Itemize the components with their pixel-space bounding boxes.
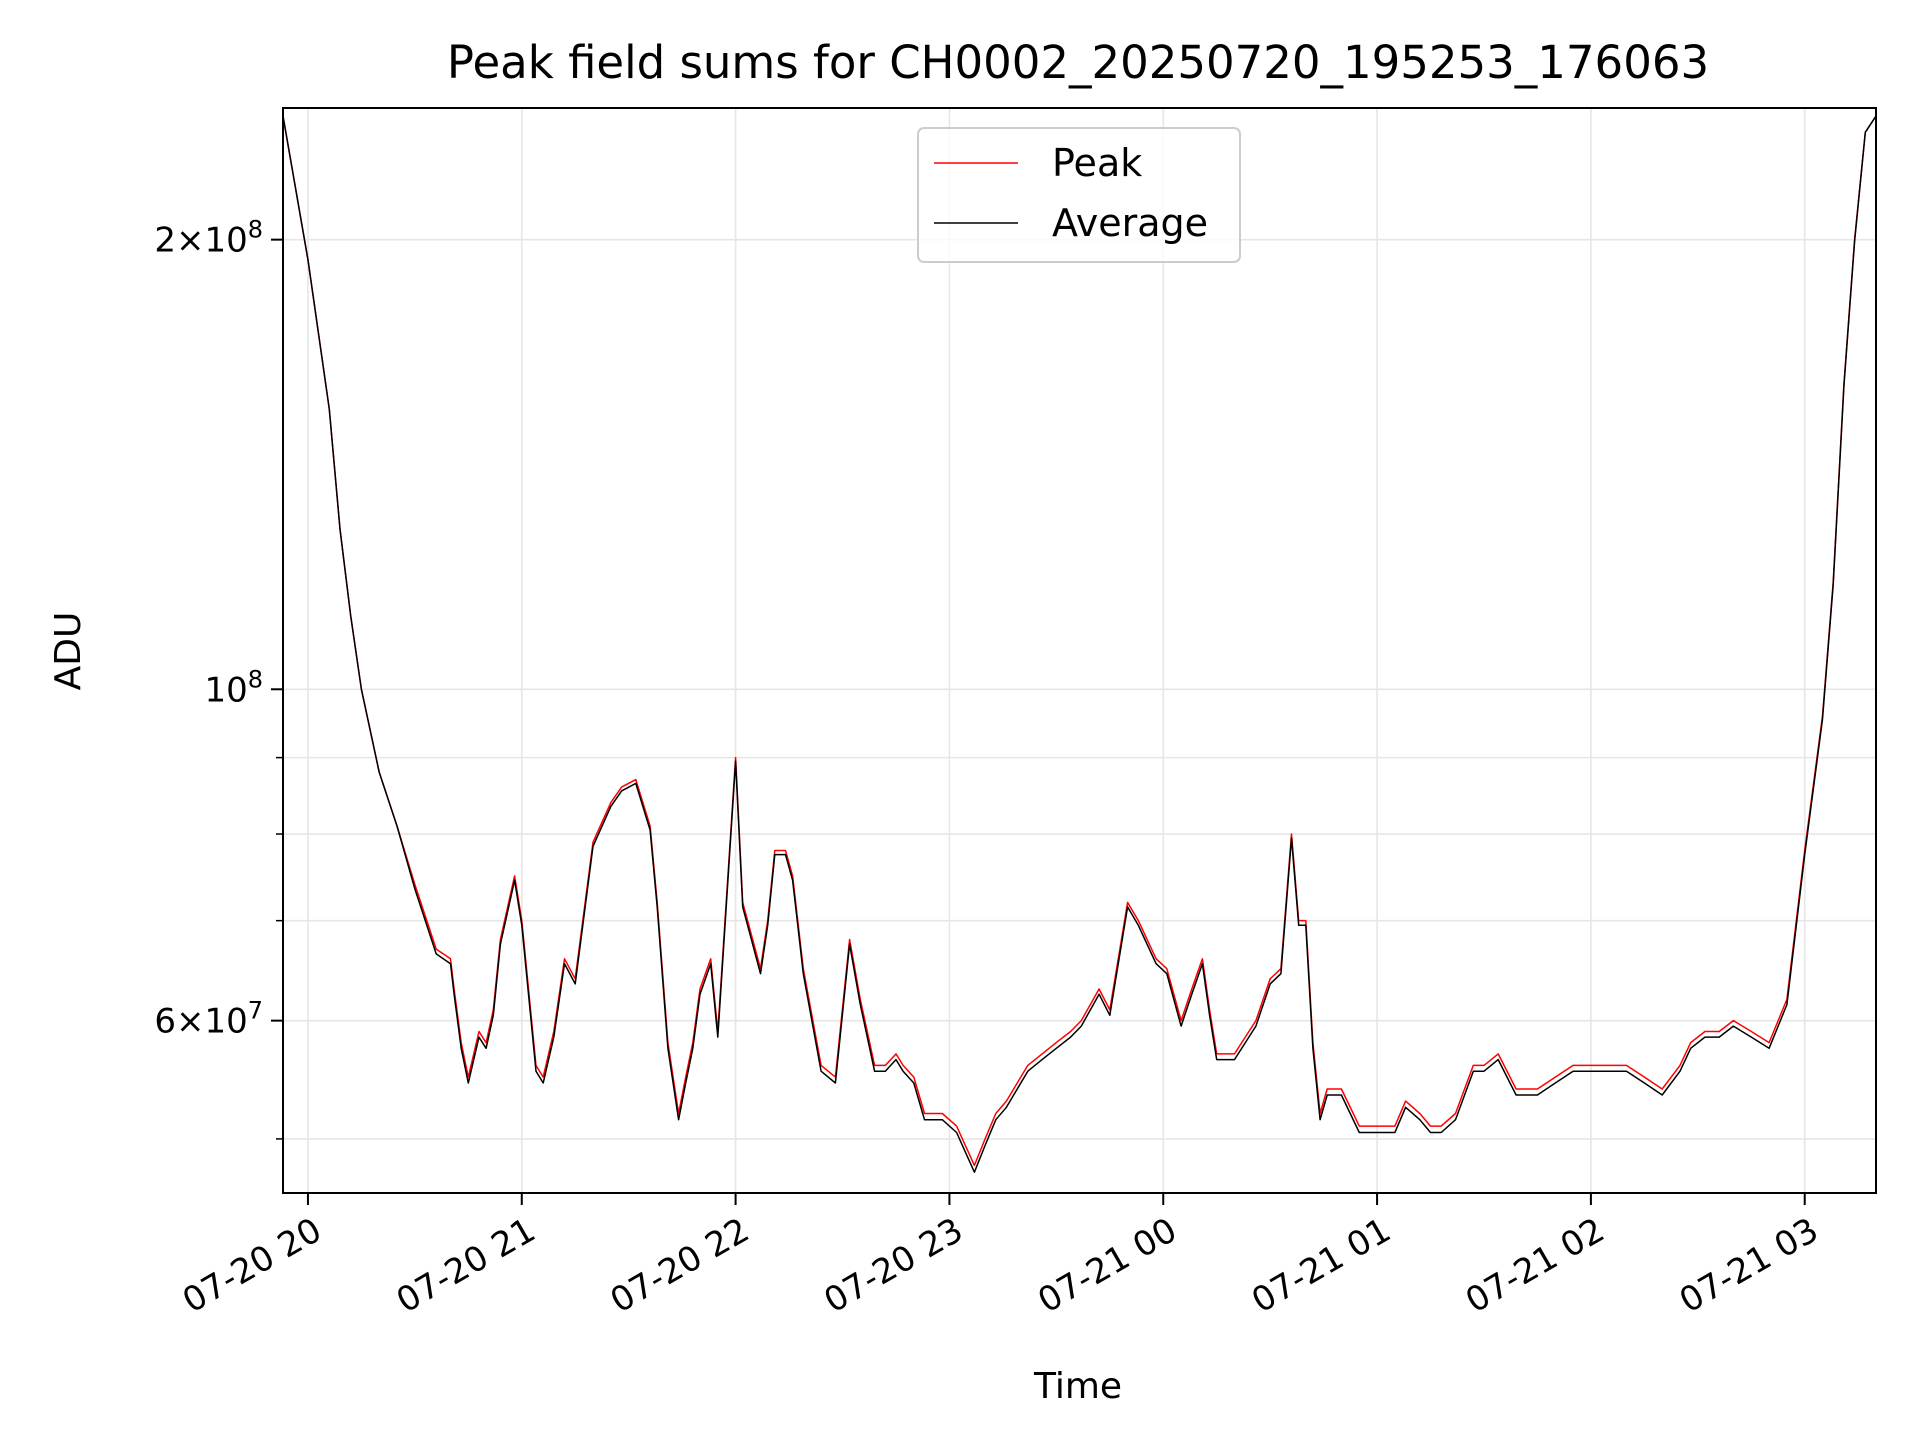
y-tick-base: 10 <box>204 1002 247 1042</box>
legend-label-average: Average <box>1052 201 1208 245</box>
y-tick-multiplier: 6 <box>154 1002 176 1042</box>
y-tick-base: 10 <box>204 221 247 261</box>
y-tick-times: × <box>176 221 205 261</box>
plot-frame <box>282 107 1877 1194</box>
legend-label-peak: Peak <box>1052 141 1142 185</box>
legend: Peak Average <box>917 127 1241 263</box>
y-axis-title: ADU <box>48 612 89 691</box>
y-tick-exponent: 7 <box>248 997 263 1025</box>
y-tick-label: 2×108 <box>154 216 263 261</box>
y-tick-multiplier: 2 <box>154 221 176 261</box>
y-tick-base: 10 <box>204 670 247 710</box>
y-tick-times: × <box>176 1002 205 1042</box>
y-tick-exponent: 8 <box>248 665 263 693</box>
legend-frame <box>917 127 1241 263</box>
series-line-average <box>282 115 1877 1173</box>
series-line-peak <box>282 115 1877 1167</box>
chart-title: Peak field sums for CH0002_20250720_1952… <box>447 36 1709 89</box>
y-tick-exponent: 8 <box>248 216 263 244</box>
y-tick-label: 6×107 <box>154 997 263 1042</box>
series-layer <box>282 115 1877 1173</box>
x-axis-title: Time <box>1033 1366 1122 1407</box>
y-tick-label: 108 <box>204 665 263 710</box>
